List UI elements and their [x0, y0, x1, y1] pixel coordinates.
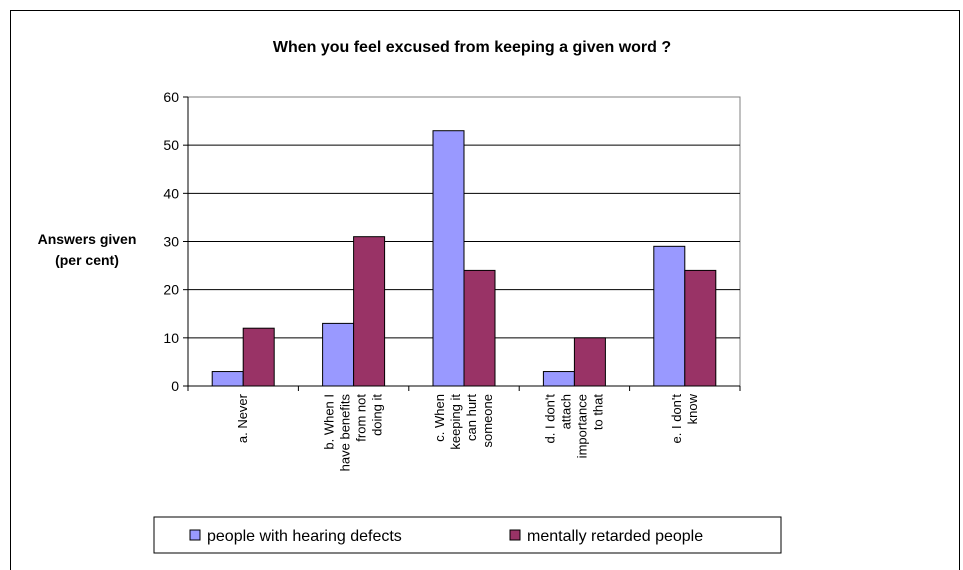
legend-swatch	[509, 529, 521, 541]
y-tick-label: 20	[163, 282, 179, 298]
legend-label: people with hearing defects	[207, 528, 402, 545]
legend-swatch	[189, 529, 201, 541]
x-category-label-line: c. When	[432, 394, 447, 442]
x-category-label-line: to that	[590, 394, 605, 431]
legend-box	[153, 516, 782, 554]
x-category-label-line: can hurt	[464, 394, 479, 441]
x-category-label: e. I don't know	[669, 393, 700, 443]
x-category-label-line: b. When I	[322, 394, 337, 450]
y-axis-label-line-2: (per cent)	[55, 252, 119, 268]
x-category-label-line: someone	[480, 394, 495, 447]
bar	[432, 130, 465, 387]
bar	[542, 371, 575, 387]
x-category-label-line: a. Never	[235, 393, 250, 443]
y-tick-label: 30	[163, 234, 179, 250]
x-category-label-line: keeping it	[448, 394, 463, 450]
bar	[653, 245, 686, 387]
bar	[242, 327, 275, 387]
x-category-label-line: doing it	[370, 394, 385, 436]
y-tick-label: 50	[163, 137, 179, 153]
chart-title: When you feel excused from keeping a giv…	[273, 39, 671, 56]
bar	[463, 269, 496, 387]
legend: people with hearing defects mentally reta…	[153, 516, 782, 554]
x-category-label-line: have benefits	[338, 394, 353, 472]
x-category-label: d. I don't attach importance to that	[542, 394, 605, 459]
y-tick-label: 40	[163, 185, 179, 201]
bar	[353, 236, 386, 387]
x-category-label-line: e. I don't	[669, 394, 684, 444]
bar	[211, 371, 244, 387]
y-tick-label: 0	[171, 378, 179, 394]
x-category-label: c. When keeping it can hurt someone	[432, 394, 495, 450]
x-category-label-line: d. I don't	[542, 394, 557, 444]
x-category-label-line: from not	[354, 394, 369, 442]
bar	[684, 269, 717, 387]
x-category-label-line: attach	[558, 394, 573, 429]
x-category-label-line: importance	[574, 394, 589, 458]
x-category-label-line: know	[685, 393, 700, 424]
chart-frame	[10, 10, 960, 570]
y-tick-label: 10	[163, 330, 179, 346]
y-tick-label: 60	[163, 89, 179, 105]
y-axis-label-line-1: Answers given	[38, 231, 137, 247]
bar	[573, 337, 606, 387]
x-category-label: a. Never	[235, 393, 250, 443]
legend-label: mentally retarded people	[527, 528, 703, 545]
bar	[322, 322, 355, 387]
